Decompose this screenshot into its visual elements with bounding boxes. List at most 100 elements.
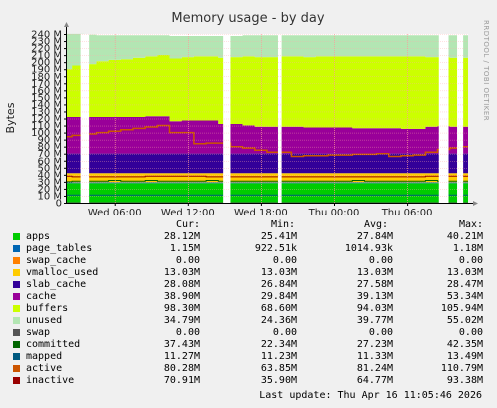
- legend-swatch: [13, 305, 20, 312]
- data-gap: [438, 34, 449, 203]
- legend-value-min: 24.36M: [260, 315, 297, 326]
- y-axis-arrow: [64, 22, 69, 27]
- legend-label: unused: [26, 315, 63, 326]
- legend-row-cache: cache 38.90M 29.84M 39.13M 53.34M: [13, 291, 493, 303]
- legend-value-avg: 13.03M: [356, 267, 393, 278]
- legend-value-cur: 80.28M: [163, 363, 200, 374]
- y-tick-label: 150 M: [31, 93, 62, 104]
- line-committed: [66, 180, 468, 183]
- y-tick-label: 30 M: [37, 177, 62, 188]
- header-avg: Avg:: [364, 219, 389, 230]
- legend-swatch: [13, 257, 20, 264]
- y-tick-label: 50 M: [37, 163, 62, 174]
- data-gap: [457, 34, 464, 203]
- legend-label: mapped: [26, 351, 63, 362]
- legend-row-buffers: buffers 98.30M 68.60M 94.03M 105.94M: [13, 303, 493, 315]
- x-tick-label: Thu 06:00: [381, 208, 433, 215]
- legend-label: cache: [26, 291, 57, 302]
- legend-value-cur: 37.43M: [163, 339, 200, 350]
- legend: Cur: Min: Avg: Max: apps 28.12M 25.41M 27.8…: [13, 219, 493, 387]
- legend-label: inactive: [26, 375, 75, 386]
- legend-value-max: 42.35M: [446, 339, 483, 350]
- legend-label: apps: [26, 231, 51, 242]
- legend-value-min: 0.00: [272, 255, 297, 266]
- legend-value-avg: 27.23M: [356, 339, 393, 350]
- legend-value-avg: 94.03M: [356, 303, 393, 314]
- legend-value-cur: 13.03M: [163, 267, 200, 278]
- legend-value-min: 26.84M: [260, 279, 297, 290]
- y-tick-label: 10 M: [37, 191, 62, 202]
- legend-label: committed: [26, 339, 81, 350]
- y-tick-label: 190 M: [31, 65, 62, 76]
- legend-value-min: 29.84M: [260, 291, 297, 302]
- legend-value-max: 28.47M: [446, 279, 483, 290]
- legend-swatch: [13, 341, 20, 348]
- legend-value-cur: 0.00: [175, 327, 200, 338]
- y-tick-label: 120 M: [31, 114, 62, 125]
- legend-value-min: 22.34M: [260, 339, 297, 350]
- legend-value-cur: 11.27M: [163, 351, 200, 362]
- legend-value-min: 922.51k: [254, 243, 297, 254]
- grid-lines: [66, 34, 468, 204]
- legend-row-swap-cache: swap_cache 0.00 0.00 0.00 0.00: [13, 255, 493, 267]
- x-axis-ticks: Wed 06:00 Wed 12:00 Wed 18:00 Thu 00:00 Thu …: [88, 203, 433, 215]
- header-cur: Cur:: [176, 219, 201, 230]
- legend-value-avg: 11.33M: [356, 351, 393, 362]
- legend-value-min: 25.41M: [260, 231, 297, 242]
- legend-value-min: 35.90M: [260, 375, 297, 386]
- y-tick-label: 80 M: [37, 142, 62, 153]
- y-tick-label: 200 M: [31, 58, 62, 69]
- legend-swatch: [13, 293, 20, 300]
- x-axis-arrow: [473, 201, 478, 206]
- x-tick-label: Wed 06:00: [88, 208, 142, 215]
- legend-value-min: 68.60M: [260, 303, 297, 314]
- y-tick-label: 60 M: [37, 156, 62, 167]
- legend-swatch: [13, 317, 20, 324]
- legend-row-swap: swap 0.00 0.00 0.00 0.00: [13, 327, 493, 339]
- legend-swatch: [13, 365, 20, 372]
- memory-chart: Memory usage - by day Bytes RRDTOOL / TO…: [4, 11, 490, 215]
- legend-swatch: [13, 377, 20, 384]
- legend-row-inactive: inactive 70.91M 35.90M 64.77M 93.38M: [13, 375, 493, 387]
- legend-value-max: 110.79M: [440, 363, 483, 374]
- y-tick-label: 170 M: [31, 79, 62, 90]
- legend-value-max: 53.34M: [446, 291, 483, 302]
- x-tick-label: Wed 18:00: [234, 208, 288, 215]
- y-tick-label: 110 M: [31, 121, 62, 132]
- legend-value-cur: 28.08M: [163, 279, 200, 290]
- legend-label: page_tables: [26, 243, 93, 254]
- legend-label: buffers: [26, 303, 69, 314]
- legend-value-avg: 81.24M: [356, 363, 393, 374]
- legend-row-apps: apps 28.12M 25.41M 27.84M 40.21M: [13, 231, 493, 243]
- legend-row-page-tables: page_tables 1.15M 922.51k 1014.93k 1.18M: [13, 243, 493, 255]
- legend-value-cur: 34.79M: [163, 315, 200, 326]
- data-gap: [223, 34, 231, 203]
- y-tick-label: 140 M: [31, 100, 62, 111]
- data-gap: [80, 34, 90, 203]
- legend-value-min: 0.00: [272, 327, 297, 338]
- y-tick-label: 70 M: [37, 149, 62, 160]
- legend-swatch: [13, 245, 20, 252]
- legend-label: swap: [26, 327, 51, 338]
- legend-value-cur: 70.91M: [163, 375, 200, 386]
- last-update: Last update: Thu Apr 16 11:05:46 2026: [259, 390, 482, 401]
- legend-value-max: 93.38M: [446, 375, 483, 386]
- legend-label: vmalloc_used: [26, 267, 99, 278]
- y-tick-label: 220 M: [31, 44, 62, 55]
- legend-row-slab-cache: slab_cache 28.08M 26.84M 27.58M 28.47M: [13, 279, 493, 291]
- legend-label: swap_cache: [26, 255, 87, 266]
- area-buffers: [66, 55, 468, 129]
- legend-value-avg: 27.84M: [356, 231, 393, 242]
- legend-value-cur: 28.12M: [163, 231, 200, 242]
- y-tick-label: 210 M: [31, 51, 62, 62]
- y-tick-label: 20 M: [37, 184, 62, 195]
- legend-row-committed: committed 37.43M 22.34M 27.23M 42.35M: [13, 339, 493, 351]
- legend-value-avg: 64.77M: [356, 375, 393, 386]
- legend-row-active: active 80.28M 63.85M 81.24M 110.79M: [13, 363, 493, 375]
- legend-value-min: 63.85M: [260, 363, 297, 374]
- legend-value-cur: 0.00: [175, 255, 200, 266]
- legend-header: Cur: Min: Avg: Max:: [13, 219, 493, 231]
- legend-value-cur: 38.90M: [163, 291, 200, 302]
- legend-row-vmalloc-used: vmalloc_used 13.03M 13.03M 13.03M 13.03M: [13, 267, 493, 279]
- data-gaps: [80, 34, 464, 203]
